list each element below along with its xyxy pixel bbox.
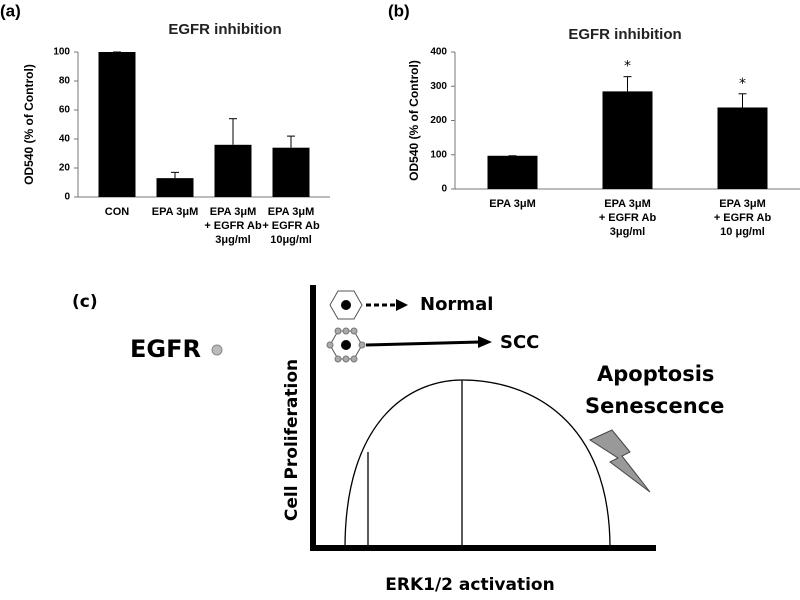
- outcome-label: Apoptosis: [597, 362, 714, 386]
- y-tick-label: 300: [430, 81, 447, 92]
- y-tick-label: 100: [430, 149, 447, 160]
- bar: [156, 178, 194, 197]
- lightning: [588, 429, 651, 493]
- bar: [602, 91, 653, 189]
- bar: [98, 52, 136, 197]
- curve: [344, 379, 611, 549]
- x-tick-label: EPA 3μM + EGFR Ab 10μg/ml: [262, 206, 320, 246]
- y-tick-label: 60: [59, 105, 71, 116]
- arrow-head: [396, 299, 408, 311]
- y-tick-label: 20: [59, 163, 71, 174]
- solid-arrow: [365, 340, 481, 347]
- bar: [717, 107, 768, 189]
- y-tick-label: 80: [59, 76, 71, 87]
- receptor-label: EGFR: [130, 335, 201, 363]
- x-tick-label-box: CON: [104, 206, 130, 218]
- x-tick-label: EPA 3μM + EGFR Ab 3μg/ml: [204, 206, 262, 246]
- arrow-head: [478, 336, 492, 348]
- x-tick-label-box: EPA 3μM + EGFR Ab 3μg/ml: [598, 198, 657, 238]
- y-tick-label: 0: [441, 184, 447, 195]
- outcome-label: Senescence: [585, 394, 724, 418]
- x-tick-label: EPA 3μM + EGFR Ab 3μg/ml: [598, 198, 657, 238]
- y-axis-label: OD540 (% of Control): [407, 60, 421, 181]
- x-axis-label: ERK1/2 activation: [385, 575, 554, 595]
- y-tick-label: 200: [430, 115, 447, 126]
- x-tick-label: CON: [104, 206, 130, 218]
- bar: [214, 144, 252, 197]
- receptor-dot: [211, 344, 223, 356]
- significance-mark: *: [624, 59, 631, 75]
- x-tick-label-box: EPA 3μM + EGFR Ab 10μg/ml: [262, 206, 320, 246]
- normal-label: Normal: [420, 294, 493, 315]
- panel-label: (b): [388, 1, 410, 20]
- nucleus: [341, 340, 351, 350]
- bar: [487, 155, 538, 189]
- panel-label: (a): [0, 1, 21, 20]
- panel-label: (c): [72, 292, 98, 312]
- y-tick-label: 100: [53, 47, 70, 58]
- scc-label: SCC: [500, 332, 539, 353]
- receptor-dots: [326, 327, 366, 363]
- y-axis-label: Cell Proliferation: [282, 359, 302, 521]
- y-tick-label: 0: [64, 192, 70, 203]
- nucleus: [341, 300, 351, 310]
- x-tick-label-box: EPA 3μM + EGFR Ab 3μg/ml: [204, 206, 262, 246]
- significance-mark: *: [739, 76, 746, 92]
- x-tick-label-box: EPA 3μM: [151, 206, 199, 218]
- y-tick-label: 400: [430, 47, 447, 58]
- diagram: (c) EGFR Normal SCC Apoptosis Senescence…: [72, 285, 724, 595]
- x-tick-label: EPA 3μM + EGFR Ab 10 μg/ml: [713, 198, 772, 238]
- bar: [272, 147, 310, 197]
- chart-title: EGFR inhibition: [168, 21, 281, 38]
- x-tick-label-box: EPA 3μM: [489, 198, 536, 210]
- x-tick-label: EPA 3μM: [489, 198, 536, 210]
- x-tick-label: EPA 3μM: [151, 206, 199, 218]
- y-axis-label: OD540 (% of Control): [22, 64, 36, 185]
- chart-title: EGFR inhibition: [568, 26, 681, 43]
- x-tick-label-box: EPA 3μM + EGFR Ab 10 μg/ml: [713, 198, 772, 238]
- y-tick-label: 40: [59, 134, 71, 145]
